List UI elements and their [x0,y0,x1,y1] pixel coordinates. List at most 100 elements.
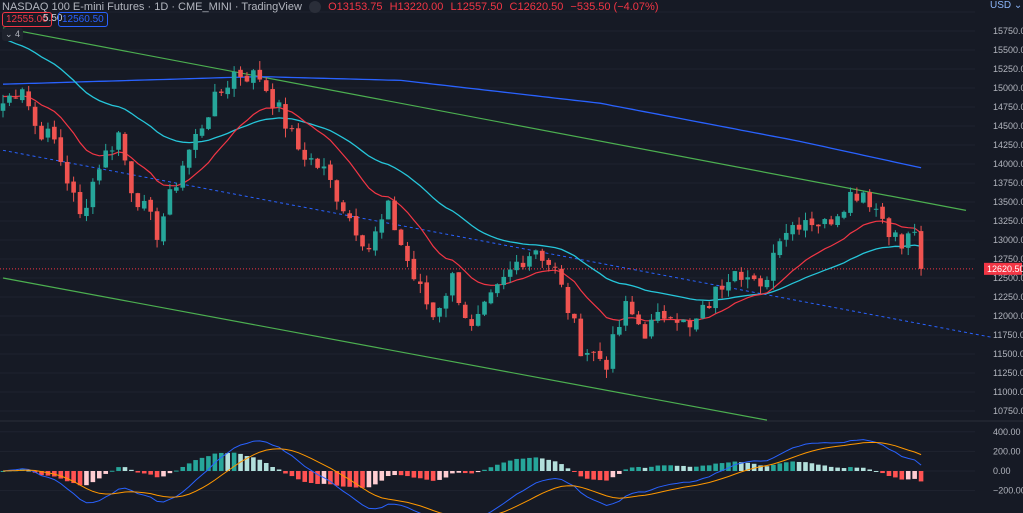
macd-histogram-bar [636,466,641,471]
macd-histogram-bar [841,468,847,471]
candle-body [154,211,160,240]
macd-tick-label: −200.00 [993,486,1023,496]
candle-body [475,313,481,326]
macd-tick-label: 200.00 [993,446,1021,456]
candle-body [225,87,230,95]
macd-histogram-bar [90,471,96,483]
candle-body [212,91,218,117]
macd-histogram-bar [122,467,128,471]
candle-body [109,150,115,152]
candle-body [379,219,385,233]
candle-body [347,213,352,219]
candle-body [443,295,449,309]
macd-histogram-bar [334,471,340,486]
macd-histogram-bar [103,471,109,474]
candle-body [456,272,462,304]
candle-body [97,169,102,181]
candle-body [450,273,455,296]
candle-body [373,231,378,251]
candle-body [918,231,924,269]
candle-body [726,282,731,291]
candle-body [398,229,404,246]
macd-histogram-bar [186,463,192,471]
macd-histogram-bar [45,471,51,476]
macd-histogram-bar [790,461,795,471]
macd-histogram-bar [559,464,564,471]
candle-body [796,224,802,230]
candle-body [578,318,584,357]
candle-body [315,158,320,168]
candle-body [71,181,76,193]
candle-body [462,304,468,319]
macd-histogram-bar [437,471,442,480]
macd-histogram-bar [488,467,494,471]
macd-histogram-bar [591,471,596,480]
macd-histogram-bar [340,471,346,487]
candle-body [308,158,314,160]
macd-histogram-bar [514,458,519,471]
open-value: O13153.75 [328,1,383,13]
macd-histogram-bar [552,461,558,471]
candle-body [507,269,513,277]
candle-body [90,181,96,208]
candle-body [174,187,179,191]
macd-histogram-bar [116,467,121,471]
candle-body [905,233,911,248]
eye-icon[interactable] [309,1,322,14]
y-tick-label: 12000.00 [993,311,1023,321]
y-tick-label: 15000.00 [993,83,1023,93]
candle-body [745,277,751,280]
candle-body [629,301,635,315]
candle-body [790,225,795,235]
macd-histogram-bar [828,466,834,471]
symbol-title: NASDAQ 100 E-mini Futures · 1D · CME_MIN… [2,1,302,13]
candle-body [199,128,205,136]
macd-histogram-bar [873,470,879,472]
candle-body [539,250,545,261]
macd-histogram-bar [129,469,134,471]
currency-selector[interactable]: USD ⌄ [988,0,1023,11]
macd-histogram-bar [674,465,680,471]
macd-histogram-bar [880,471,885,474]
close-value: C12620.50 [509,1,564,13]
y-tick-label: 14500.00 [993,121,1023,131]
sell-button[interactable]: 12555.00 [2,12,52,27]
macd-histogram-bar [758,465,763,471]
candle-body [706,306,712,309]
candle-body [687,320,693,328]
macd-histogram-bar [661,465,667,471]
candle-body [385,200,391,220]
candle-body [816,224,821,227]
candle-body [321,166,327,169]
macd-histogram-bar [726,462,731,471]
macd-histogram-bar [867,469,872,471]
macd-histogram-bar [623,469,629,471]
candle-body [886,218,892,238]
candle-body [430,302,436,318]
candle-body [366,247,372,250]
candle-body [591,351,596,353]
y-tick-label: 15750.00 [993,26,1023,36]
macd-histogram-bar [360,471,365,488]
candle-body [584,352,590,355]
macd-histogram-bar [777,463,783,471]
candle-body [636,314,641,325]
signal-line [2,442,922,513]
macd-tick-label: 0.00 [993,466,1011,476]
macd-histogram-bar [270,467,275,471]
candle-body [251,70,256,83]
macd-histogram-bar [39,471,44,476]
candle-body [694,318,699,330]
buy-button[interactable]: 12560.50 [58,12,108,27]
macd-histogram-bar [141,471,147,474]
macd-histogram-bar [353,471,359,488]
candle-body [835,216,840,226]
macd-histogram-bar [418,471,423,479]
collapse-indicators-button[interactable]: ⌄ 4 [2,28,24,41]
candle-body [411,258,417,280]
candle-body [418,281,423,284]
macd-histogram-bar [26,470,31,472]
macd-histogram-bar [174,470,179,472]
candle-body [135,193,141,208]
